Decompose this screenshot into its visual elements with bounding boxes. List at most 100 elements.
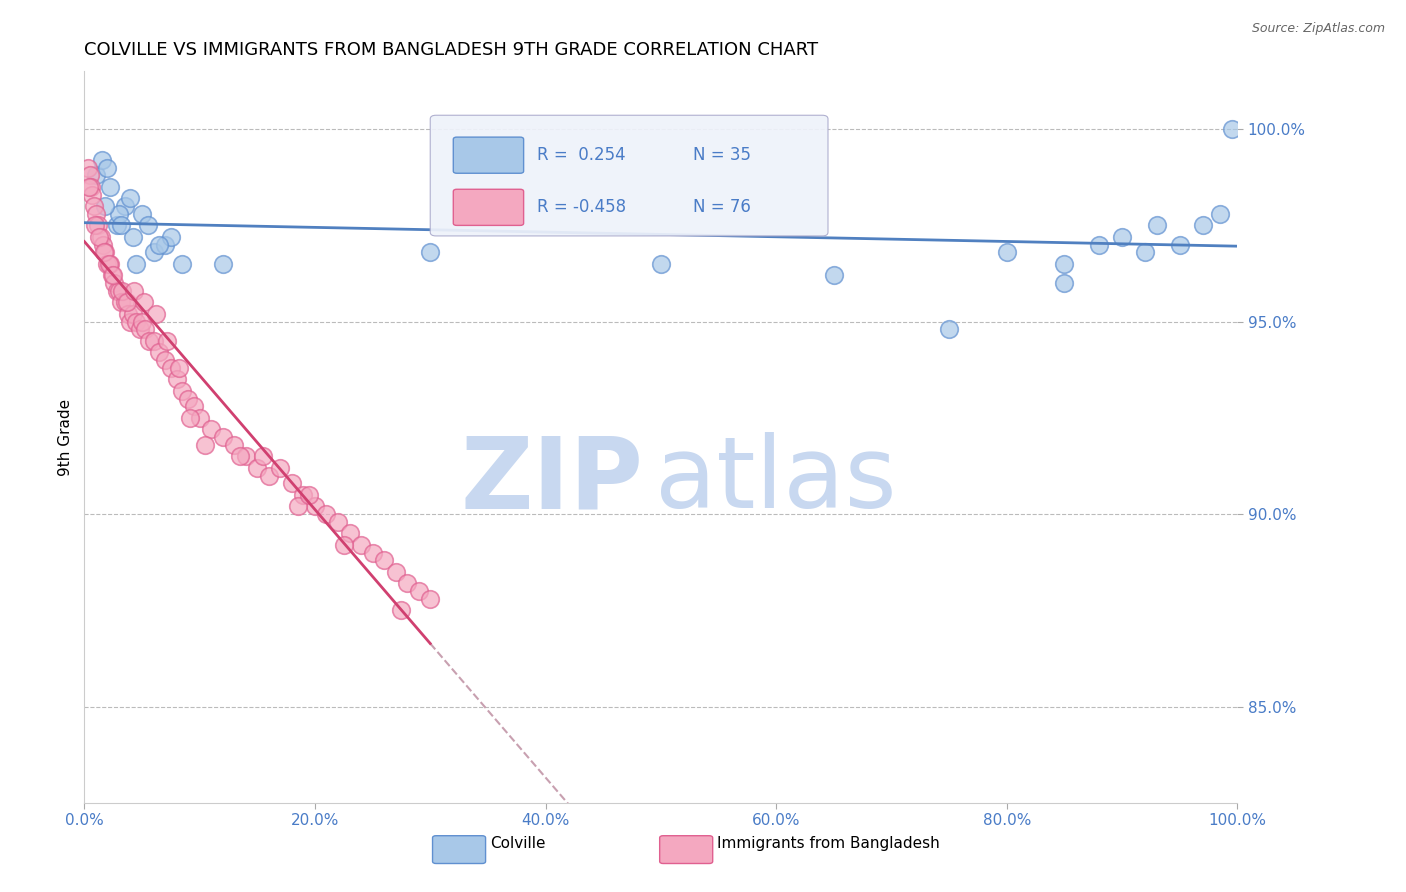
Point bbox=[80, 179, 103, 194]
Point bbox=[211, 430, 233, 444]
Point bbox=[136, 219, 159, 233]
Point bbox=[94, 245, 117, 260]
Point bbox=[269, 461, 291, 475]
FancyBboxPatch shape bbox=[430, 115, 828, 235]
Text: atlas: atlas bbox=[655, 433, 897, 530]
Point bbox=[391, 603, 413, 617]
Point bbox=[94, 199, 117, 213]
Point bbox=[1220, 122, 1243, 136]
Point bbox=[396, 576, 419, 591]
Point bbox=[304, 500, 326, 514]
Point bbox=[122, 284, 145, 298]
Point bbox=[101, 268, 124, 283]
Point bbox=[77, 179, 100, 194]
Point bbox=[179, 410, 201, 425]
Text: COLVILLE VS IMMIGRANTS FROM BANGLADESH 9TH GRADE CORRELATION CHART: COLVILLE VS IMMIGRANTS FROM BANGLADESH 9… bbox=[84, 41, 818, 59]
Point bbox=[1133, 245, 1156, 260]
Point bbox=[82, 187, 104, 202]
Point bbox=[128, 322, 150, 336]
Point bbox=[148, 237, 170, 252]
Point bbox=[87, 219, 110, 233]
Point bbox=[419, 591, 441, 606]
Point bbox=[1146, 219, 1168, 233]
Point bbox=[145, 307, 167, 321]
Point bbox=[79, 169, 101, 183]
Point bbox=[120, 315, 142, 329]
Point bbox=[97, 257, 120, 271]
Point bbox=[333, 538, 356, 552]
Point bbox=[1053, 257, 1076, 271]
Point bbox=[108, 284, 131, 298]
Text: Colville: Colville bbox=[491, 836, 546, 851]
Point bbox=[96, 257, 118, 271]
Point bbox=[224, 438, 246, 452]
Point bbox=[326, 515, 349, 529]
Point bbox=[153, 237, 176, 252]
Text: R =  0.254: R = 0.254 bbox=[537, 146, 626, 164]
Point bbox=[384, 565, 406, 579]
Point bbox=[172, 257, 194, 271]
Point bbox=[121, 307, 143, 321]
Point bbox=[103, 268, 124, 283]
Text: N = 35: N = 35 bbox=[693, 146, 751, 164]
Point bbox=[114, 199, 136, 213]
Point bbox=[408, 584, 430, 599]
Point bbox=[1053, 276, 1076, 290]
Point bbox=[153, 353, 176, 368]
Point bbox=[148, 345, 170, 359]
Point bbox=[229, 450, 252, 464]
Point bbox=[298, 488, 321, 502]
Point bbox=[138, 334, 160, 348]
Point bbox=[257, 468, 280, 483]
Point bbox=[1111, 230, 1133, 244]
Point bbox=[84, 169, 107, 183]
Text: Source: ZipAtlas.com: Source: ZipAtlas.com bbox=[1251, 22, 1385, 36]
Point bbox=[83, 199, 105, 213]
Point bbox=[131, 207, 153, 221]
Point bbox=[134, 295, 156, 310]
Point bbox=[96, 161, 118, 175]
Point bbox=[84, 207, 107, 221]
Point bbox=[142, 245, 165, 260]
Point bbox=[350, 538, 373, 552]
Point bbox=[292, 488, 315, 502]
Point bbox=[246, 461, 269, 475]
Point bbox=[134, 322, 156, 336]
Point bbox=[98, 257, 121, 271]
Point bbox=[83, 219, 105, 233]
Point bbox=[823, 268, 845, 283]
Point bbox=[995, 245, 1018, 260]
Point bbox=[110, 295, 132, 310]
Text: N = 76: N = 76 bbox=[693, 198, 751, 217]
Point bbox=[90, 153, 112, 167]
Point bbox=[105, 219, 128, 233]
Point bbox=[103, 276, 125, 290]
Point bbox=[131, 315, 153, 329]
Point bbox=[105, 284, 128, 298]
Point bbox=[125, 257, 148, 271]
Point bbox=[91, 237, 114, 252]
FancyBboxPatch shape bbox=[659, 836, 713, 863]
Point bbox=[172, 384, 194, 398]
Point bbox=[200, 422, 222, 436]
Point bbox=[167, 360, 190, 375]
Point bbox=[419, 245, 441, 260]
Point bbox=[194, 438, 217, 452]
Point bbox=[114, 295, 136, 310]
Point bbox=[1168, 237, 1191, 252]
FancyBboxPatch shape bbox=[433, 836, 485, 863]
Point bbox=[120, 191, 142, 205]
Point bbox=[188, 410, 211, 425]
FancyBboxPatch shape bbox=[453, 189, 523, 226]
Point bbox=[252, 450, 274, 464]
Point bbox=[361, 545, 384, 559]
Point bbox=[1088, 237, 1111, 252]
Point bbox=[177, 392, 200, 406]
Point bbox=[108, 207, 131, 221]
Point bbox=[938, 322, 960, 336]
Point bbox=[93, 245, 115, 260]
Point bbox=[1191, 219, 1213, 233]
Text: R = -0.458: R = -0.458 bbox=[537, 198, 627, 217]
Point bbox=[110, 219, 132, 233]
Point bbox=[121, 230, 143, 244]
